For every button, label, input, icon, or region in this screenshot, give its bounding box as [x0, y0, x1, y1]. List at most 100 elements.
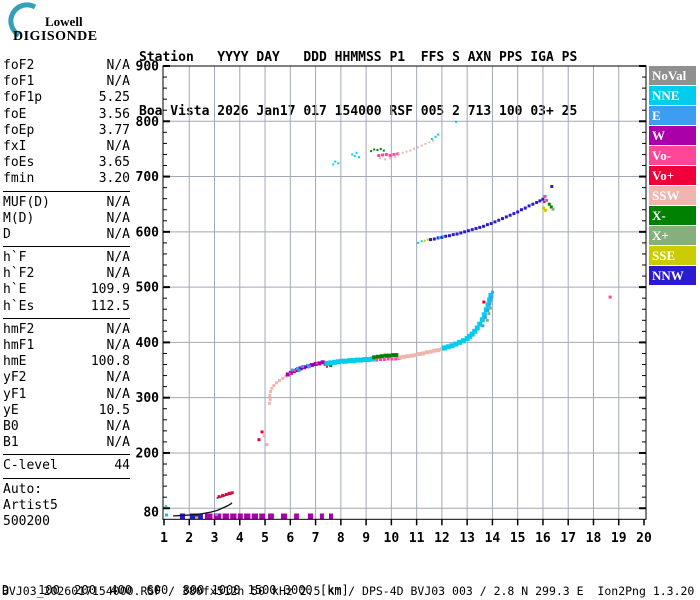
- param-label: h`E: [3, 282, 27, 298]
- trace-segment-vo: [482, 300, 486, 304]
- logo-lowell-text: Lowell: [45, 14, 83, 29]
- echo-band: [204, 513, 213, 520]
- echo-band: [190, 513, 203, 520]
- param-value: 44: [114, 458, 130, 474]
- echo-direction-legend: NoVal NNE E W Vo- Vo+ SSW X- X+ SSE NNW: [649, 66, 696, 286]
- param-row: foF1p 5.25: [3, 90, 130, 106]
- echo-band: [259, 513, 266, 520]
- echo-band: [195, 516, 199, 520]
- param-value: 3.77: [98, 122, 130, 138]
- param-value: N/A: [106, 321, 130, 337]
- x-tick-label: 20: [636, 531, 652, 546]
- y-tick-label: 80: [143, 505, 159, 520]
- legend-item-nne: NNE: [649, 86, 696, 105]
- trace-segment-x: [551, 207, 555, 211]
- param-row: Auto:: [3, 482, 130, 498]
- x-tick-label: 16: [535, 531, 551, 546]
- echo-band: [328, 513, 334, 520]
- param-label: foF1p: [3, 90, 43, 106]
- param-row: fmin 3.20: [3, 171, 130, 187]
- x-tick-label: 18: [586, 531, 602, 546]
- param-value: N/A: [106, 226, 130, 242]
- echo-band: [319, 513, 324, 520]
- trace-segment-x: [485, 306, 492, 322]
- param-row: fxI N/A: [3, 139, 130, 155]
- param-value: N/A: [106, 138, 130, 154]
- trace-segment-vo: [608, 295, 612, 299]
- trace-segment-ssw: [262, 434, 269, 447]
- param-group-divider: [3, 190, 130, 192]
- param-label: foF2: [3, 58, 35, 73]
- legend-item-ssw: SSW: [649, 186, 696, 205]
- x-tick-label: 2: [185, 531, 193, 546]
- param-row: foEs 3.65: [3, 155, 130, 171]
- y-tick-label: 800: [136, 115, 160, 130]
- trace-segment-w: [285, 360, 325, 377]
- param-row: D N/A: [3, 227, 130, 243]
- param-value: N/A: [106, 386, 130, 402]
- param-group-divider: [3, 317, 130, 319]
- plot-grid: [163, 66, 646, 520]
- legend-item-nnw: NNW: [649, 266, 696, 285]
- trace-segment-sse: [423, 238, 429, 242]
- param-row: h`E 109.9: [3, 282, 130, 298]
- param-value: 112.5: [90, 298, 130, 314]
- logo-crescent-icon: [8, 2, 37, 38]
- param-label: Artist5: [3, 497, 58, 513]
- param-label: M(D): [3, 210, 35, 226]
- param-label: yE: [3, 402, 19, 418]
- param-value: N/A: [106, 435, 130, 451]
- legend-item-x: X+: [649, 226, 696, 245]
- param-value: 100.8: [90, 354, 130, 370]
- param-label: fxI: [3, 138, 27, 154]
- param-row: foE 3.56: [3, 107, 130, 123]
- echo-band: [215, 513, 219, 516]
- param-label: yF2: [3, 370, 27, 386]
- trace-segment-nnw: [429, 197, 545, 242]
- trace-segment-vo: [257, 430, 264, 442]
- legend-item-noval: NoVal: [649, 66, 696, 85]
- param-row: 500200: [3, 514, 130, 530]
- param-row: yE 10.5: [3, 403, 130, 419]
- param-value: N/A: [106, 194, 130, 210]
- trace-segment-nnw: [550, 185, 554, 189]
- trace-segment-vo: [377, 152, 400, 158]
- param-label: MUF(D): [3, 194, 50, 210]
- param-label: B0: [3, 418, 19, 434]
- header-info-line2: Boa Vista 2026 Jan17 017 154000 RSF 005 …: [139, 104, 578, 119]
- x-tick-label: 15: [510, 531, 526, 546]
- echo-band: [268, 513, 274, 520]
- y-tick-label: 200: [136, 446, 160, 461]
- echo-band: [222, 513, 229, 520]
- param-value: 5.25: [98, 90, 130, 106]
- param-label: h`F2: [3, 266, 35, 282]
- plot-border: [162, 65, 647, 520]
- distance-row: D 100 200 400 600 800 1000 1500 3000 [km…: [2, 583, 349, 597]
- muf-table: D 100 200 400 600 800 1000 1500 3000 [km…: [2, 554, 356, 600]
- bottom-echo-bands: [165, 513, 334, 520]
- legend-item-x: X-: [649, 206, 696, 225]
- param-row: foF2 N/A: [3, 58, 130, 74]
- param-row: yF2 N/A: [3, 370, 130, 386]
- param-group-divider: [3, 454, 130, 456]
- x-tick-label: 11: [409, 531, 425, 546]
- param-label: 500200: [3, 513, 50, 529]
- x-tick-label: 4: [236, 531, 244, 546]
- trace-segment-e: [290, 364, 311, 373]
- header-info: Station YYYY DAY DDD HHMMSS P1 FFS S AXN…: [139, 13, 577, 157]
- echo-traces: [164, 120, 612, 508]
- trace-segment-vo: [217, 491, 234, 499]
- logo-digisonde-text: DIGISONDE: [13, 29, 98, 44]
- param-label: foE: [3, 106, 27, 122]
- param-row: yF1 N/A: [3, 387, 130, 403]
- header-info-line1: Station YYYY DAY DDD HHMMSS P1 FFS S AXN…: [139, 50, 578, 65]
- x-tick-label: 17: [560, 531, 576, 546]
- x-tick-label: 7: [312, 531, 320, 546]
- y-tick-label: 600: [136, 225, 160, 240]
- param-row: M(D) N/A: [3, 211, 130, 227]
- legend-item-vo: Vo+: [649, 166, 696, 185]
- x-tick-label: 5: [261, 531, 269, 546]
- x-tick-label: 9: [362, 531, 370, 546]
- param-value: N/A: [106, 74, 130, 90]
